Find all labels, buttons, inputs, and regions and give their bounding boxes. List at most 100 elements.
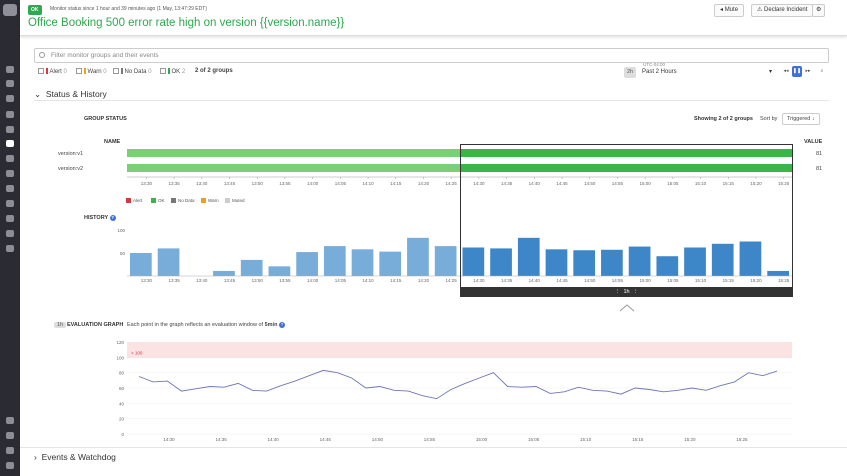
monitors-icon[interactable] [6, 140, 14, 147]
x-tick-label: 15:00 [640, 278, 652, 283]
status-history-toggle[interactable]: ⌄ Status & History [34, 89, 107, 100]
tick-label: 14:15 [390, 181, 402, 186]
group-filter-input[interactable]: Filter monitor groups and their events [34, 48, 829, 63]
apm-icon[interactable] [6, 170, 14, 177]
declare-incident-button[interactable]: ⚠ Declare Incident [751, 4, 814, 17]
x-tick-label: 14:30 [473, 278, 485, 283]
filter-placeholder: Filter monitor groups and their events [51, 52, 159, 59]
ux-monitoring-icon[interactable] [6, 230, 14, 237]
history-bar [545, 249, 568, 276]
history-bar [601, 249, 623, 276]
metrics-icon[interactable] [6, 155, 14, 162]
sort-value: Triggered ↓ [787, 116, 815, 122]
search-icon[interactable] [6, 66, 14, 73]
legend-label: No Data [178, 198, 195, 203]
selection-pointer [619, 304, 635, 312]
chevron-down-icon: ▾ [768, 69, 772, 75]
warn-checkbox[interactable]: Warn 0 [76, 68, 107, 75]
selection-handle[interactable]: ⋮ 1h ⋮ [460, 287, 793, 297]
group-name-v2[interactable]: version:v2 [58, 166, 84, 172]
value-column-header: VALUE [804, 139, 823, 145]
alert-count: 0 [63, 69, 67, 75]
eval-desc-text: Each point in the graph reflects an eval… [127, 322, 265, 328]
settings-icon[interactable] [6, 245, 14, 252]
x-tick-label: 14:25 [446, 278, 458, 283]
x-tick-label: 14:35 [215, 437, 227, 442]
security-icon[interactable] [6, 215, 14, 222]
y-tick-label: 0 [121, 432, 124, 437]
showing-groups-text: Showing 2 of 2 groups [694, 116, 753, 122]
x-tick-label: 14:45 [320, 437, 332, 442]
mute-button[interactable]: ◂ Mute [714, 4, 745, 17]
watchdog-icon[interactable] [6, 80, 14, 87]
notebooks-icon[interactable] [6, 185, 14, 192]
legend-label: Muted [232, 198, 245, 203]
history-label: HISTORY ? [84, 215, 116, 221]
group-status-bar-v1[interactable] [127, 149, 792, 157]
group-value-v2: 81 [816, 166, 823, 172]
datadog-logo-icon[interactable] [3, 4, 17, 16]
dashboards-icon[interactable] [6, 95, 14, 102]
nodata-checkbox[interactable]: No Data 0 [113, 68, 152, 75]
selection-window[interactable] [460, 144, 793, 296]
history-bar [268, 266, 291, 276]
sort-select[interactable]: Triggered ↓ [782, 113, 820, 125]
settings-gear-button[interactable]: ⚙ [812, 4, 826, 17]
history-bar [517, 237, 540, 276]
main-content: OK Monitor status since 1 hour and 39 mi… [20, 0, 847, 476]
integrations-icon[interactable] [6, 126, 14, 133]
timeframe-select[interactable]: 2h Past 2 Hours ▾ [624, 67, 774, 78]
team-icon[interactable] [6, 447, 14, 454]
legend-label: OK [158, 198, 165, 203]
infrastructure-icon[interactable] [6, 111, 14, 118]
history-bar [130, 253, 152, 276]
chat-icon[interactable] [6, 417, 14, 424]
legend-swatch [201, 198, 206, 203]
chevron-down-icon: ⌄ [34, 89, 42, 99]
y-tick-label: 120 [116, 340, 124, 345]
tick-label: 13:40 [196, 181, 208, 186]
legend-nodata: No Data [171, 198, 195, 203]
logs-icon[interactable] [6, 200, 14, 207]
x-tick-label: 14:50 [372, 437, 384, 442]
x-tick-label: 15:25 [736, 437, 748, 442]
nodata-label: No Data [124, 69, 147, 75]
pause-button[interactable]: ❚❚ [792, 66, 802, 77]
x-tick-label: 13:30 [141, 278, 153, 283]
history-bar [490, 248, 512, 276]
group-name-v1[interactable]: version:v1 [58, 151, 84, 157]
checkbox-box [38, 68, 44, 74]
tick-label: 14:40 [529, 181, 541, 186]
alert-checkbox[interactable]: Alert 0 [38, 68, 67, 75]
info-icon[interactable]: ? [278, 322, 285, 328]
app-sidebar [0, 0, 20, 476]
help-icon[interactable] [6, 432, 14, 439]
selected-window [461, 164, 792, 172]
tick-label: 14:25 [446, 181, 458, 186]
info-icon[interactable]: ? [109, 215, 116, 221]
x-tick-label: 14:00 [307, 278, 319, 283]
tick-label: 13:35 [168, 181, 180, 186]
history-bar [434, 246, 457, 276]
tick-label: 15:00 [640, 181, 652, 186]
x-tick-label: 13:40 [196, 278, 208, 283]
history-bar [711, 243, 734, 276]
timezone-label: UTC-04:00 [643, 62, 666, 67]
history-label-text: HISTORY [84, 215, 109, 221]
group-status-bar-v2[interactable] [127, 164, 792, 172]
events-watchdog-toggle[interactable]: › Events & Watchdog [34, 452, 116, 462]
user-avatar-icon[interactable] [6, 462, 14, 469]
rewind-button[interactable]: ◂◂ [783, 68, 789, 74]
chevron-right-icon: › [34, 452, 37, 462]
legend-label: Alert [133, 198, 143, 203]
zoom-search-button[interactable]: ⌕ [820, 68, 824, 74]
tick-label: 14:10 [362, 181, 374, 186]
forward-button[interactable]: ▸▸ [805, 68, 811, 74]
history-bar [767, 270, 789, 276]
warn-count: 0 [103, 69, 107, 75]
ok-checkbox[interactable]: OK 2 [160, 68, 185, 75]
alert-label: Alert [49, 69, 62, 75]
history-bar-chart: 100 50 13:30 13:35 13:40 13:45 13:50 13:55 14:00… [117, 228, 792, 283]
status-history-title: Status & History [45, 89, 107, 99]
tick-label: 14:45 [556, 181, 568, 186]
